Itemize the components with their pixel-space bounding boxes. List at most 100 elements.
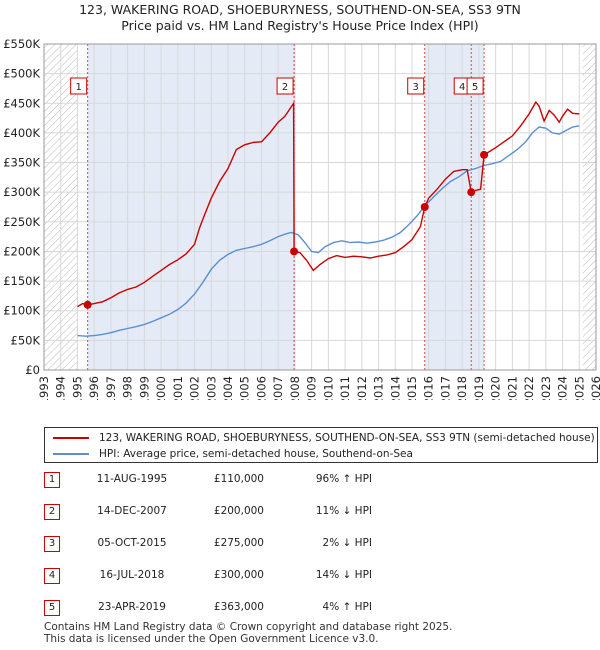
sale-point-marker <box>480 150 489 159</box>
x-tick-label: 2018 <box>455 376 469 400</box>
sale-date: 11-AUG-1995 <box>96 473 168 485</box>
y-tick-label: £150K <box>3 274 40 288</box>
sale-point-marker <box>420 203 429 211</box>
sale-label-text: 4 <box>459 82 465 93</box>
chart-legend: 123, WAKERING ROAD, SHOEBURYNESS, SOUTHE… <box>44 427 598 463</box>
y-tick-label: £500K <box>3 67 40 81</box>
x-tick-label: 2008 <box>288 376 302 400</box>
sale-hpi-change: 2% ↓ HPI <box>322 537 372 549</box>
hpi-series-line <box>77 125 580 337</box>
x-tick-label: 2016 <box>422 376 436 400</box>
y-tick-label: £100K <box>3 304 40 318</box>
x-tick-label: 1996 <box>87 376 101 400</box>
y-tick-label: £200K <box>3 244 40 258</box>
x-tick-label: 2006 <box>254 376 268 400</box>
chart-subtitle: Price paid vs. HM Land Registry's House … <box>121 18 479 33</box>
sale-point-marker <box>83 300 92 309</box>
sale-price: £110,000 <box>213 473 264 485</box>
x-tick-label: 2023 <box>539 376 553 400</box>
x-tick-label: 2025 <box>572 376 586 400</box>
sale-period-band <box>87 44 295 370</box>
sale-row: 1 11-AUG-1995 £110,000 96% ↑ HPI <box>44 472 444 490</box>
sale-date: 05-OCT-2015 <box>97 537 167 549</box>
sale-point-marker <box>290 247 299 256</box>
x-tick-label: 2022 <box>522 376 536 400</box>
sale-period-band <box>424 44 472 370</box>
sale-label-box <box>276 77 294 95</box>
x-tick-label: 2012 <box>355 376 369 400</box>
sale-price: £363,000 <box>213 601 264 613</box>
x-tick-label: 2002 <box>188 376 202 400</box>
sale-label-box <box>466 77 484 95</box>
x-tick-label: 2020 <box>489 376 503 400</box>
x-tick-label: 2009 <box>305 376 319 400</box>
x-tick-label: 2001 <box>171 376 185 400</box>
sale-row: 4 16-JUL-2018 £300,000 14% ↓ HPI <box>44 568 444 586</box>
price-chart: 1 2 3 4 5 £0 £50K £100K £150K £200K £250K £300K £350… <box>3 37 600 400</box>
x-tick-label: 2024 <box>556 376 570 400</box>
x-tick-label: 2026 <box>589 376 600 400</box>
y-tick-label: £250K <box>3 215 40 229</box>
x-tick-label: 2017 <box>438 376 452 400</box>
x-tick-label: 2013 <box>372 376 386 400</box>
sale-date: 14-DEC-2007 <box>97 505 167 517</box>
x-tick-label: 2011 <box>338 376 352 400</box>
plot-border <box>43 43 597 371</box>
property-series-line <box>77 100 580 308</box>
x-tick-label: 2005 <box>238 376 252 400</box>
sale-hpi-change: 96% ↑ HPI <box>315 473 372 485</box>
sale-label-box <box>70 77 88 95</box>
x-tick-label: 2003 <box>204 376 218 400</box>
y-tick-label: £400K <box>3 126 40 140</box>
sale-hpi-change: 4% ↑ HPI <box>322 601 372 613</box>
sale-number-badge: 5 <box>44 600 60 616</box>
sale-price: £300,000 <box>213 569 264 581</box>
x-tick-label: 2000 <box>154 376 168 400</box>
sale-number-badge: 2 <box>44 504 60 520</box>
x-tick-label: 1995 <box>70 376 84 400</box>
sale-label-text: 2 <box>282 82 288 93</box>
y-tick-label: £300K <box>3 185 40 199</box>
sale-price: £275,000 <box>213 537 264 549</box>
sale-price: £200,000 <box>213 505 264 517</box>
x-tick-label: 1998 <box>121 376 135 400</box>
sale-row: 2 14-DEC-2007 £200,000 11% ↓ HPI <box>44 504 444 522</box>
footer-license: This data is licensed under the Open Gov… <box>44 633 379 645</box>
footer: Contains HM Land Registry data © Crown c… <box>44 621 452 645</box>
x-tick-label: 1994 <box>54 376 68 400</box>
y-tick-label: £450K <box>3 96 40 110</box>
x-tick-label: 1997 <box>104 376 118 400</box>
x-tick-label: 2015 <box>405 376 419 400</box>
sale-date: 16-JUL-2018 <box>99 569 165 581</box>
footer-copyright: Contains HM Land Registry data © Crown c… <box>44 621 453 633</box>
x-tick-label: 2019 <box>472 376 486 400</box>
sale-label-box <box>407 77 425 95</box>
legend-swatch-hpi <box>53 453 89 455</box>
sale-label-text: 3 <box>413 82 419 93</box>
x-tick-label: 2021 <box>505 376 519 400</box>
sale-date: 23-APR-2019 <box>98 601 166 613</box>
legend-label-hpi: HPI: Average price, semi-detached house,… <box>99 448 413 460</box>
sale-period-band <box>471 44 485 370</box>
legend-item-hpi: HPI: Average price, semi-detached house,… <box>53 446 413 462</box>
x-tick-label: 2004 <box>221 376 235 400</box>
x-tick-label: 1993 <box>37 376 51 400</box>
sale-number-badge: 4 <box>44 568 60 584</box>
legend-label-property: 123, WAKERING ROAD, SHOEBURYNESS, SOUTHE… <box>99 432 595 444</box>
sale-number-badge: 3 <box>44 536 60 552</box>
y-tick-label: £50K <box>11 333 41 347</box>
sale-number-badge: 1 <box>44 472 60 488</box>
legend-item-property: 123, WAKERING ROAD, SHOEBURYNESS, SOUTHE… <box>53 430 595 446</box>
sale-row: 5 23-APR-2019 £363,000 4% ↑ HPI <box>44 600 444 618</box>
x-tick-label: 2010 <box>321 376 335 400</box>
sale-label-text: 1 <box>75 82 81 93</box>
hatched-region-after <box>582 44 596 370</box>
x-tick-label: 1999 <box>137 376 151 400</box>
x-tick-label: 2014 <box>388 376 402 400</box>
sale-row: 3 05-OCT-2015 £275,000 2% ↓ HPI <box>44 536 444 554</box>
sale-hpi-change: 11% ↓ HPI <box>315 505 372 517</box>
y-tick-label: £550K <box>3 37 40 51</box>
legend-swatch-property <box>53 437 89 439</box>
x-tick-label: 2007 <box>271 376 285 400</box>
y-tick-label: £350K <box>3 156 40 170</box>
